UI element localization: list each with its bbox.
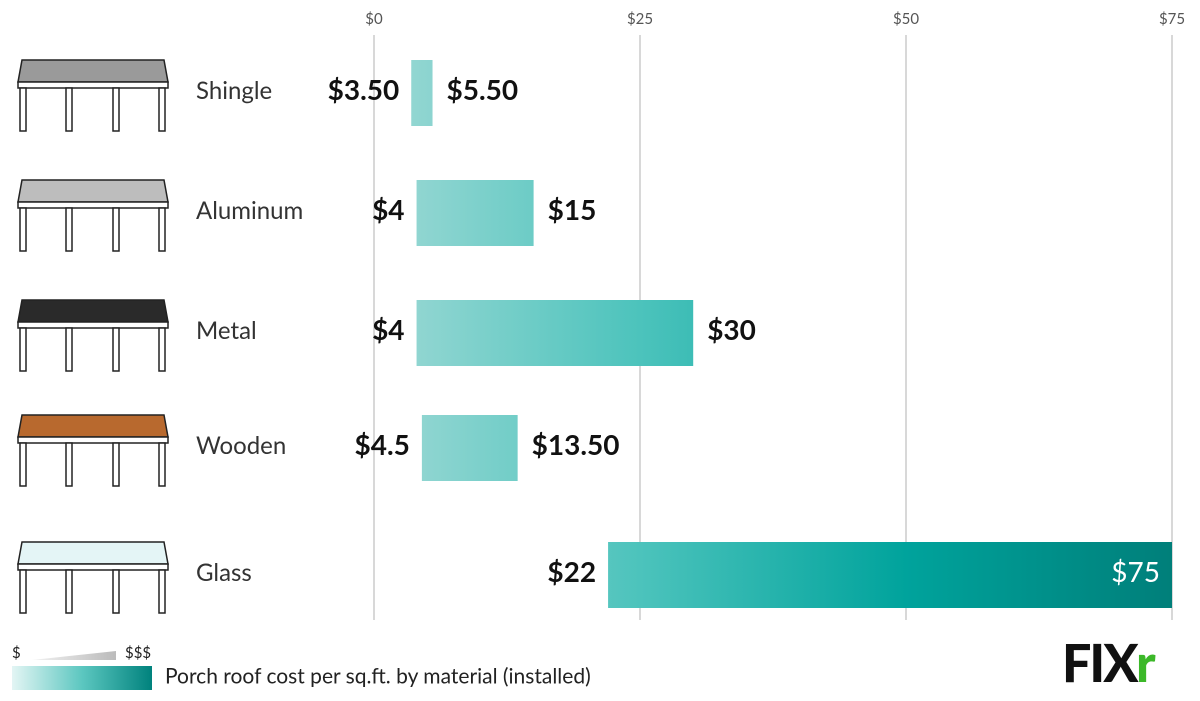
post xyxy=(65,207,73,252)
post xyxy=(112,207,120,252)
legend-gradient xyxy=(12,666,152,690)
logo-main: FIX xyxy=(1062,632,1139,694)
post xyxy=(158,569,166,614)
post xyxy=(65,87,73,132)
post xyxy=(19,327,27,372)
post xyxy=(112,87,120,132)
post xyxy=(112,442,120,487)
bar xyxy=(416,180,534,246)
roof xyxy=(17,299,169,323)
post xyxy=(19,207,27,252)
beam xyxy=(17,201,169,209)
category-label: Wooden xyxy=(196,431,286,460)
value-label-low: $22 xyxy=(547,554,596,588)
beam xyxy=(17,321,169,329)
roof xyxy=(17,179,169,203)
post xyxy=(19,87,27,132)
category-label: Metal xyxy=(196,316,257,345)
post xyxy=(158,207,166,252)
bar xyxy=(608,542,1172,608)
post xyxy=(19,569,27,614)
roof xyxy=(17,414,169,438)
bar xyxy=(416,300,694,366)
value-label-low: $3.50 xyxy=(328,72,400,106)
legend-low: $ xyxy=(12,644,21,662)
category-label: Shingle xyxy=(196,76,272,105)
value-label-high: $75 xyxy=(1111,554,1160,588)
category-label: Glass xyxy=(196,558,252,587)
post xyxy=(65,569,73,614)
post xyxy=(158,327,166,372)
value-label-low: $4 xyxy=(372,312,404,346)
legend-triangle xyxy=(32,651,116,660)
x-tick-label: $75 xyxy=(1159,10,1185,28)
post xyxy=(112,327,120,372)
post xyxy=(65,327,73,372)
legend-high: $$$ xyxy=(125,644,151,662)
value-label-high: $5.50 xyxy=(447,72,519,106)
post xyxy=(158,442,166,487)
logo: FIXr xyxy=(1062,632,1156,694)
category-label: Aluminum xyxy=(196,196,303,225)
beam xyxy=(17,81,169,89)
post xyxy=(19,442,27,487)
value-label-low: $4 xyxy=(372,192,404,226)
post xyxy=(112,569,120,614)
x-tick-label: $25 xyxy=(627,10,653,28)
x-tick-label: $50 xyxy=(893,10,919,28)
post xyxy=(158,87,166,132)
x-tick-label: $0 xyxy=(365,10,383,28)
bar xyxy=(411,60,433,126)
icons xyxy=(17,59,169,614)
value-label-high: $15 xyxy=(548,192,597,226)
value-label-high: $30 xyxy=(707,312,756,346)
bar xyxy=(421,415,518,481)
beam xyxy=(17,563,169,571)
value-label-high: $13.50 xyxy=(532,427,620,461)
beam xyxy=(17,436,169,444)
value-label-low: $4.5 xyxy=(355,427,410,461)
roof xyxy=(17,541,169,565)
roof xyxy=(17,59,169,83)
legend-caption: Porch roof cost per sq.ft. by material (… xyxy=(165,663,591,688)
post xyxy=(65,442,73,487)
logo-accent: r xyxy=(1136,632,1156,694)
